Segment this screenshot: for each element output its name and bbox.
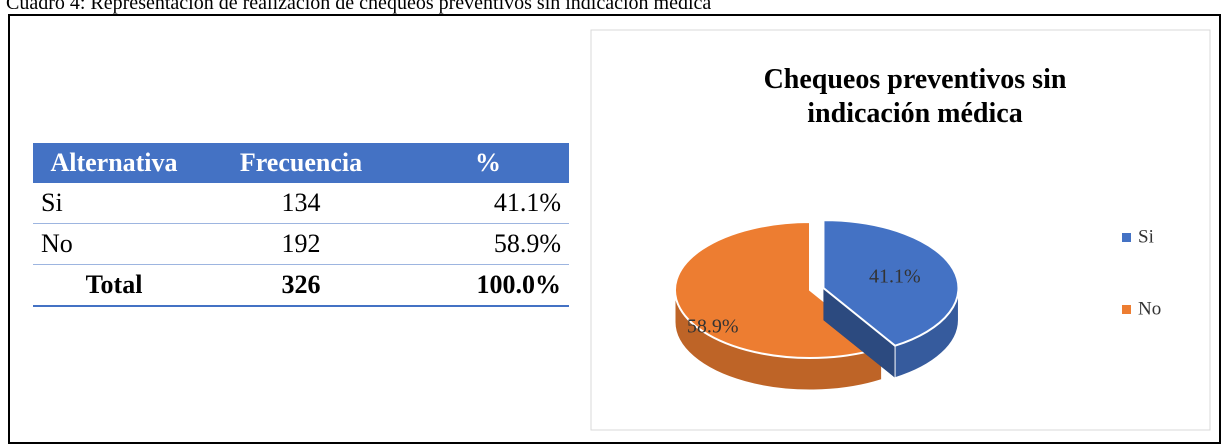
header-cell: Alternativa xyxy=(33,143,195,183)
table: Alternativa Frecuencia% Si 134 41.1% No 192 58.… xyxy=(33,143,569,307)
legend-label: Si xyxy=(1138,226,1154,247)
total-row: Total 326 100.0% xyxy=(33,264,569,307)
cell: 326 xyxy=(195,264,407,307)
chart-title: Chequeos preventivos sin indicación médic… xyxy=(764,64,1067,129)
legend-label: No xyxy=(1138,298,1161,319)
caption: Cuadro 4: Representación de realización … xyxy=(6,0,712,14)
cell: 41.1% xyxy=(407,183,569,224)
data-label: 41.1% xyxy=(869,265,921,287)
legend-swatch xyxy=(1122,233,1131,242)
cell: 100.0% xyxy=(407,264,569,307)
header-cell: Frecuencia xyxy=(195,143,407,183)
cell: Total xyxy=(33,264,195,307)
cell: No xyxy=(33,223,195,265)
row: No 192 58.9% xyxy=(33,223,569,265)
cell: 192 xyxy=(195,223,407,265)
title-line: Chequeos preventivos sin xyxy=(764,64,1067,95)
pie-slice-face xyxy=(823,288,896,378)
title-line: indicación médica xyxy=(807,98,1022,129)
cell: 58.9% xyxy=(407,223,569,265)
data-label: 58.9% xyxy=(687,316,739,338)
legend-swatch xyxy=(1122,305,1131,314)
row: Si 134 41.1% xyxy=(33,183,569,224)
pie-slice xyxy=(822,219,960,347)
cell: Si xyxy=(33,183,195,224)
header-cell: % xyxy=(407,143,569,183)
cell: 134 xyxy=(195,183,407,224)
